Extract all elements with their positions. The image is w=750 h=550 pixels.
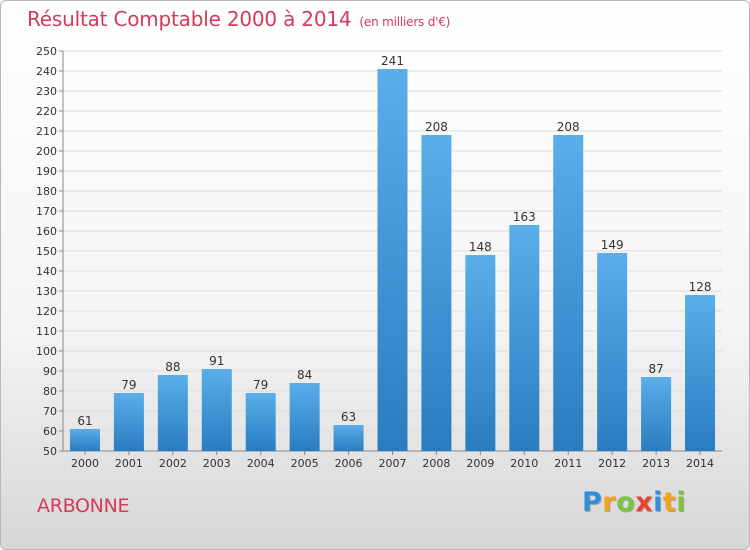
bar-2013 (641, 377, 672, 451)
y-tick-label: 230 (36, 85, 57, 98)
data-label-2011: 208 (557, 120, 580, 134)
data-label-2002: 88 (165, 360, 180, 374)
y-tick-label: 50 (43, 445, 57, 458)
bar-2003 (201, 369, 232, 451)
chart-title: Résultat Comptable 2000 à 2014 (en millie… (27, 7, 450, 31)
logo-letter: i (676, 487, 687, 518)
bar-2010 (509, 225, 540, 451)
x-tick-label-2006: 2006 (335, 457, 363, 470)
y-tick-label: 220 (36, 105, 57, 118)
x-tick-label-2011: 2011 (554, 457, 582, 470)
y-tick-label: 200 (36, 145, 57, 158)
x-tick-label-2007: 2007 (379, 457, 407, 470)
bar-2004 (245, 393, 276, 451)
y-tick-label: 210 (36, 125, 57, 138)
y-tick-label: 110 (36, 325, 57, 338)
x-tick-label-2000: 2000 (71, 457, 99, 470)
x-tick-label-2005: 2005 (291, 457, 319, 470)
bar-2008 (421, 135, 452, 451)
y-tick-label: 130 (36, 285, 57, 298)
y-tick-label: 140 (36, 265, 57, 278)
bar-2011 (553, 135, 584, 451)
logo-letter: o (616, 487, 636, 518)
data-labels: 61 79 88 91 79 84 63 241 208 148 163 208 149 87 128 (77, 54, 711, 428)
proxiti-logo: Proxiti (582, 487, 686, 518)
y-tick-label: 160 (36, 225, 57, 238)
y-tick-label: 180 (36, 185, 57, 198)
x-tick-label-2012: 2012 (598, 457, 626, 470)
data-label-2007: 241 (381, 54, 404, 68)
x-tick-label-2009: 2009 (466, 457, 494, 470)
y-tick-label: 60 (43, 425, 57, 438)
logo-letter: t (662, 487, 677, 518)
x-tick-label-2004: 2004 (247, 457, 275, 470)
data-label-2010: 163 (513, 210, 536, 224)
bar-2009 (465, 255, 496, 451)
data-label-2013: 87 (648, 362, 663, 376)
y-tick-label: 250 (36, 45, 57, 58)
data-label-2001: 79 (121, 378, 136, 392)
x-tick-label-2003: 2003 (203, 457, 231, 470)
data-label-2000: 61 (77, 414, 92, 428)
x-tick-label-2002: 2002 (159, 457, 187, 470)
bar-2007 (377, 69, 408, 451)
data-label-2003: 91 (209, 354, 224, 368)
bars (69, 69, 716, 451)
bar-2000 (69, 429, 100, 451)
logo-letter: P (582, 487, 603, 518)
y-tick-label: 170 (36, 205, 57, 218)
x-tick-label-2013: 2013 (642, 457, 670, 470)
y-tick-label: 150 (36, 245, 57, 258)
x-tick-label-2001: 2001 (115, 457, 143, 470)
commune-name: ARBONNE (37, 495, 130, 517)
logo-letter: x (635, 487, 654, 518)
x-tick-label-2008: 2008 (422, 457, 450, 470)
bar-2014 (685, 295, 716, 451)
bar-2006 (333, 425, 364, 451)
data-label-2006: 63 (341, 410, 356, 424)
data-label-2009: 148 (469, 240, 492, 254)
data-label-2004: 79 (253, 378, 268, 392)
y-tick-label: 190 (36, 165, 57, 178)
y-tick-label: 120 (36, 305, 57, 318)
bar-2002 (157, 375, 188, 451)
bar-2001 (113, 393, 144, 451)
data-label-2008: 208 (425, 120, 448, 134)
y-tick-label: 90 (43, 365, 57, 378)
logo-letter: r (602, 487, 617, 518)
data-label-2012: 149 (601, 238, 624, 252)
y-tick-label: 240 (36, 65, 57, 78)
chart-title-text: Résultat Comptable 2000 à 2014 (27, 7, 352, 31)
y-tick-label: 80 (43, 385, 57, 398)
bar-2005 (289, 383, 320, 451)
chart-subtitle: (en milliers d'€) (359, 15, 451, 29)
logo-letter: i (653, 487, 663, 518)
y-tick-label: 70 (43, 405, 57, 418)
bar-2012 (597, 253, 628, 451)
data-label-2005: 84 (297, 368, 312, 382)
x-tick-label-2014: 2014 (686, 457, 714, 470)
data-label-2014: 128 (689, 280, 712, 294)
y-tick-label: 100 (36, 345, 57, 358)
x-tick-label-2010: 2010 (510, 457, 538, 470)
